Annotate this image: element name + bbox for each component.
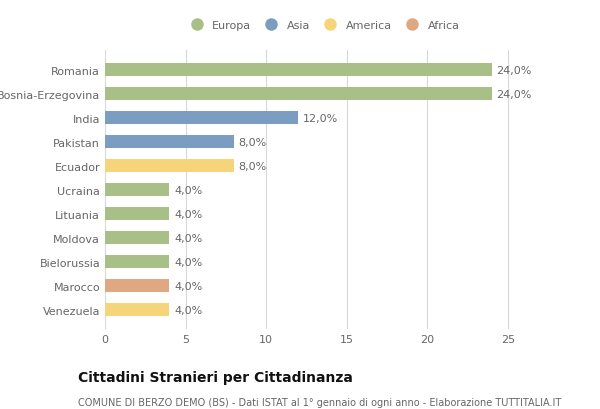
Bar — [105, 136, 234, 149]
Text: 12,0%: 12,0% — [303, 113, 338, 123]
Bar — [105, 303, 169, 317]
Bar — [105, 160, 234, 173]
Bar — [105, 256, 169, 269]
Text: 4,0%: 4,0% — [174, 209, 203, 219]
Text: 4,0%: 4,0% — [174, 233, 203, 243]
Bar — [105, 207, 169, 221]
Text: 24,0%: 24,0% — [497, 65, 532, 75]
Bar — [105, 88, 491, 101]
Legend: Europa, Asia, America, Africa: Europa, Asia, America, Africa — [182, 18, 463, 34]
Bar — [105, 279, 169, 292]
Text: COMUNE DI BERZO DEMO (BS) - Dati ISTAT al 1° gennaio di ogni anno - Elaborazione: COMUNE DI BERZO DEMO (BS) - Dati ISTAT a… — [78, 397, 561, 407]
Text: 24,0%: 24,0% — [497, 89, 532, 99]
Text: Cittadini Stranieri per Cittadinanza: Cittadini Stranieri per Cittadinanza — [78, 370, 353, 384]
Bar — [105, 231, 169, 245]
Text: 4,0%: 4,0% — [174, 281, 203, 291]
Bar — [105, 64, 491, 77]
Text: 8,0%: 8,0% — [239, 137, 267, 147]
Bar — [105, 184, 169, 197]
Text: 4,0%: 4,0% — [174, 257, 203, 267]
Text: 4,0%: 4,0% — [174, 185, 203, 195]
Text: 4,0%: 4,0% — [174, 305, 203, 315]
Text: 8,0%: 8,0% — [239, 161, 267, 171]
Bar — [105, 112, 298, 125]
